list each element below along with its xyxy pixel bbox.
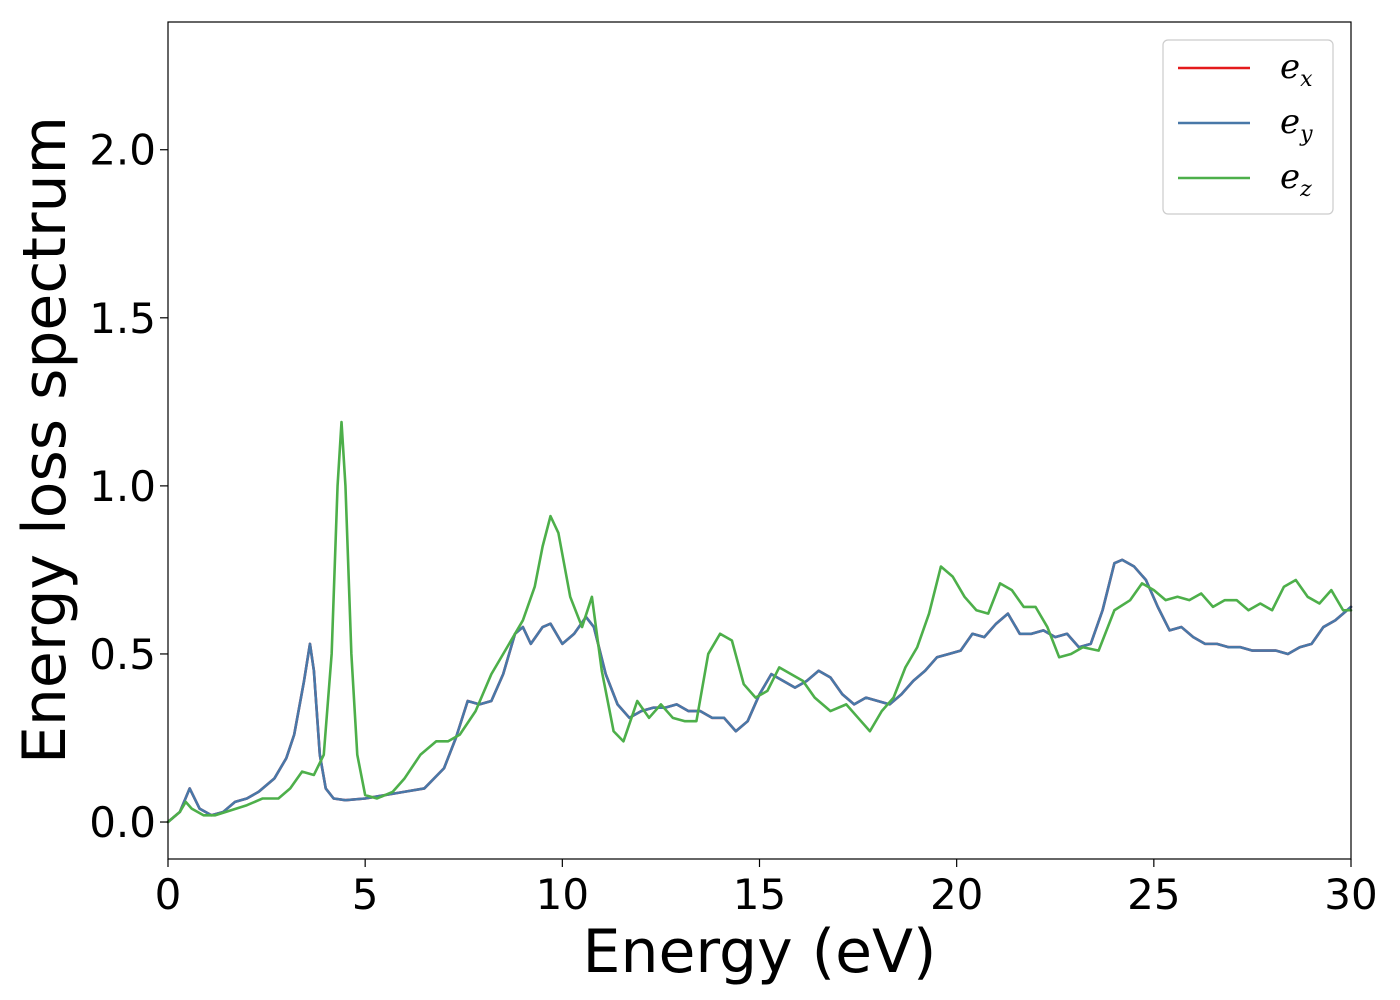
y-tick-label: 0.5 — [89, 630, 156, 679]
series-line-y — [166, 558, 1353, 824]
legend-label-z: ez — [1280, 157, 1312, 202]
x-tick-label: 25 — [1127, 870, 1180, 919]
y-tick-label: 2.0 — [89, 126, 156, 175]
x-tick-label: 0 — [155, 870, 182, 919]
legend-label-main: e — [1280, 47, 1300, 87]
x-tick-label: 20 — [930, 870, 983, 919]
legend-label-subscript: z — [1299, 177, 1312, 202]
x-axis-title: Energy (eV) — [583, 917, 937, 987]
legend-label-main: e — [1280, 157, 1300, 197]
series-line-z — [166, 420, 1353, 824]
x-tick-label: 5 — [352, 870, 379, 919]
legend-label-subscript: y — [1299, 122, 1313, 147]
legend-label-main: e — [1280, 102, 1300, 142]
y-axis-title: Energy loss spectrum — [10, 116, 80, 764]
x-tick-label: 15 — [733, 870, 786, 919]
series-layer — [166, 420, 1353, 824]
legend-label-x: ex — [1280, 47, 1313, 92]
x-tick-label: 10 — [536, 870, 589, 919]
y-tick-label: 1.0 — [89, 462, 156, 511]
y-tick-label: 1.5 — [89, 294, 156, 343]
ticks-layer: 0 5 10 15 20 25 30 0.0 0.5 1.0 1.5 2.0 — [89, 126, 1378, 919]
y-tick-label: 0.0 — [89, 798, 156, 847]
x-tick-label: 30 — [1324, 870, 1377, 919]
legend-label-subscript: x — [1300, 67, 1313, 92]
legend-label-y: ey — [1280, 102, 1313, 147]
legend-box — [1162, 39, 1334, 215]
